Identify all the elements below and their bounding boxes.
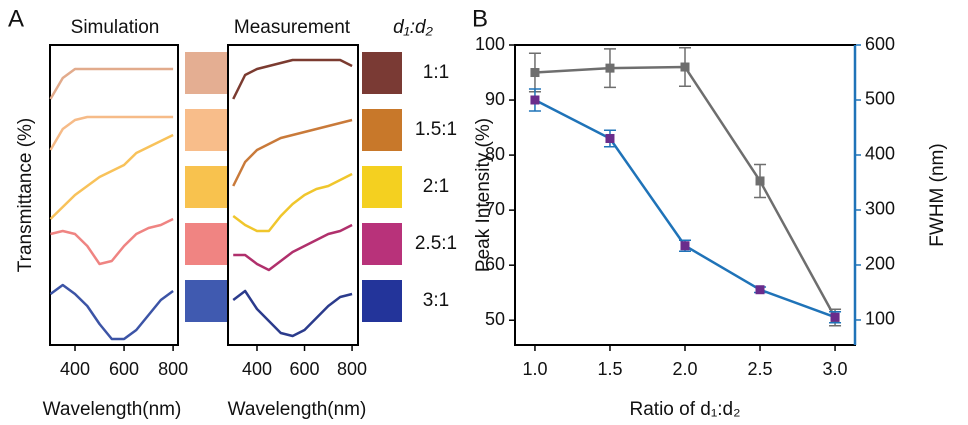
y2-tick-label: 600 [865, 34, 895, 54]
x-tick-label: 800 [337, 359, 367, 379]
y-tick-label: 70 [485, 199, 505, 219]
marker [830, 312, 840, 322]
ratio-label: 3:1 [423, 290, 449, 311]
x-tick-label: 400 [242, 359, 272, 379]
marker [755, 176, 765, 186]
x-axis-label: Wavelength(nm) [43, 399, 182, 420]
marker [605, 63, 615, 73]
y2-tick-label: 300 [865, 199, 895, 219]
color-swatch [362, 166, 402, 208]
y2-tick-label: 500 [865, 89, 895, 109]
y2-tick-label: 400 [865, 144, 895, 164]
legend-title: d₁:d₂ [393, 17, 433, 38]
marker [680, 241, 690, 251]
x-tick-label: 3.0 [823, 359, 848, 379]
marker [530, 95, 540, 105]
y-tick-label: 60 [485, 254, 505, 274]
marker [680, 62, 690, 72]
x-axis-label: Ratio of d₁:d₂ [630, 399, 741, 420]
panel-label: B [472, 5, 488, 32]
y-axis-label: Transmittance (%) [15, 118, 36, 273]
color-swatch [362, 223, 402, 265]
y-tick-label: 100 [475, 34, 505, 54]
marker [755, 285, 765, 295]
color-swatch [185, 280, 228, 322]
x-tick-label: 2.5 [748, 359, 773, 379]
series-line [232, 289, 353, 338]
ratio-label: 1.5:1 [415, 119, 457, 140]
chart-title: Measurement [234, 17, 351, 38]
color-swatch [362, 280, 402, 322]
series-line [49, 115, 174, 151]
y2-axis-label: FWHM (nm) [927, 143, 948, 246]
x-tick-label: 600 [109, 359, 139, 379]
series-line [49, 67, 174, 100]
plot-frame [514, 44, 856, 346]
series-line [50, 217, 174, 266]
x-tick-label: 600 [290, 359, 320, 379]
series-line [49, 283, 174, 341]
y-tick-label: 50 [485, 309, 505, 329]
color-swatch [185, 166, 228, 208]
x-axis-label: Wavelength(nm) [228, 399, 367, 420]
y-tick-label: 90 [485, 89, 505, 109]
y2-tick-label: 100 [865, 309, 895, 329]
x-tick-label: 400 [60, 359, 90, 379]
series-line [534, 65, 837, 319]
plot-frame [227, 44, 359, 346]
series-line [233, 223, 353, 272]
x-tick-label: 1.5 [597, 359, 622, 379]
plot-frame [49, 44, 179, 346]
series-line [232, 118, 353, 187]
y2-tick-label: 200 [865, 254, 895, 274]
color-swatch [362, 52, 402, 94]
marker [605, 133, 615, 143]
x-tick-label: 1.0 [522, 359, 547, 379]
color-swatch [185, 223, 228, 265]
series-line [232, 172, 353, 233]
series-line [534, 98, 836, 319]
x-tick-label: 800 [158, 359, 188, 379]
marker [530, 68, 540, 78]
color-swatch [185, 109, 228, 151]
series-line [232, 58, 353, 100]
chart-title: Simulation [71, 17, 160, 38]
color-swatch [185, 52, 228, 94]
x-tick-label: 2.0 [672, 359, 697, 379]
ratio-label: 1:1 [423, 62, 449, 83]
series-line [49, 133, 174, 220]
y-tick-label: 80 [485, 144, 505, 164]
panel-label: A [8, 5, 24, 32]
ratio-label: 2.5:1 [415, 233, 457, 254]
ratio-label: 2:1 [423, 176, 449, 197]
color-swatch [362, 109, 402, 151]
y-axis-label: Peak Intensity (%) [473, 118, 494, 272]
